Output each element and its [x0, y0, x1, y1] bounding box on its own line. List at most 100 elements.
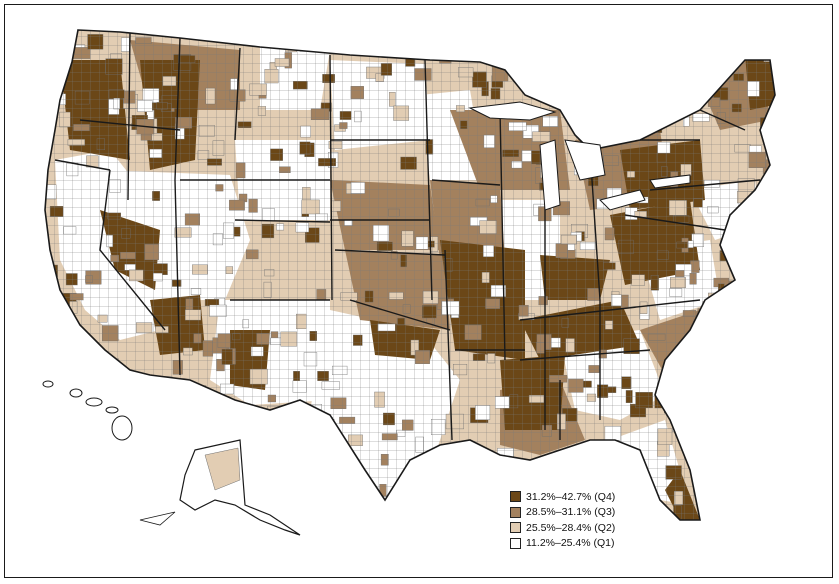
- county-cell: [730, 426, 747, 436]
- county-cell: [695, 359, 706, 373]
- county-cell: [409, 473, 424, 485]
- county-cell: [97, 423, 106, 439]
- county-cell: [717, 499, 732, 508]
- county-cell: [209, 394, 224, 411]
- county-cell: [377, 32, 391, 42]
- county-cell: [299, 40, 318, 52]
- legend-label: 31.2%–42.7% (Q4): [526, 490, 616, 503]
- county-cell: [333, 436, 342, 447]
- county-cell: [759, 334, 769, 344]
- county-cell: [153, 460, 162, 473]
- state-boundary: [499, 109, 506, 361]
- hawaii-inset: [42, 380, 133, 441]
- county-cell: [142, 384, 157, 401]
- county-cell: [100, 358, 119, 368]
- county-cell: [258, 495, 274, 503]
- county-cell: [420, 47, 432, 56]
- state-boundary: [99, 169, 166, 331]
- legend-swatch: [510, 522, 521, 534]
- county-cell: [67, 344, 85, 357]
- legend-label: 25.5%–28.4% (Q2): [526, 521, 616, 534]
- county-cell: [326, 473, 342, 489]
- county-cell: [436, 506, 444, 517]
- county-cell: [412, 498, 421, 508]
- state-boundary: [127, 31, 131, 201]
- county-cell: [287, 485, 299, 501]
- county-cell: [693, 390, 705, 408]
- county-cell: [724, 46, 742, 63]
- state-boundary: [54, 159, 111, 171]
- county-cell: [749, 33, 762, 46]
- county-cell: [637, 57, 653, 66]
- county-cell: [178, 441, 189, 455]
- county-cell: [408, 488, 422, 500]
- county-cell: [755, 302, 766, 318]
- county-cell: [396, 34, 406, 50]
- county-cell: [113, 390, 128, 405]
- county-cell: [735, 423, 747, 431]
- county-cell: [250, 457, 263, 466]
- county-cell: [132, 385, 151, 401]
- county-cell: [297, 483, 305, 491]
- great-lake: [564, 139, 606, 181]
- legend-swatch: [510, 537, 521, 549]
- county-cell: [718, 378, 737, 390]
- state-boundary: [174, 37, 181, 181]
- county-cell: [58, 516, 66, 520]
- state-boundary: [234, 219, 331, 223]
- county-cell: [488, 518, 502, 520]
- county-cell: [525, 66, 533, 79]
- state-boundary: [334, 249, 446, 256]
- county-cell: [78, 405, 92, 415]
- county-cell: [578, 82, 594, 98]
- great-lake: [599, 189, 646, 211]
- county-cell: [768, 239, 775, 252]
- state-boundary: [699, 109, 746, 131]
- great-lake: [468, 101, 557, 121]
- county-cell: [764, 234, 775, 244]
- county-cell: [432, 488, 439, 504]
- county-cell: [712, 296, 731, 310]
- county-cell: [146, 398, 158, 405]
- state-boundary: [649, 179, 761, 191]
- county-cell: [490, 482, 500, 495]
- county-cell: [55, 396, 68, 404]
- county-cell: [157, 376, 173, 390]
- county-cell: [382, 39, 399, 56]
- county-cell: [640, 84, 651, 92]
- county-cell: [75, 365, 95, 375]
- county-cell: [486, 465, 496, 476]
- county-cell: [189, 413, 199, 429]
- county-cell: [416, 518, 427, 520]
- county-cell: [301, 497, 318, 505]
- county-cell: [262, 494, 277, 503]
- county-cell: [92, 514, 100, 520]
- legend-item-q1: 11.2%–25.4% (Q1): [510, 536, 660, 552]
- county-cell: [254, 475, 268, 488]
- county-cell: [750, 421, 768, 430]
- legend-label: 28.5%–31.1% (Q3): [526, 506, 616, 519]
- county-cell: [726, 403, 738, 416]
- county-cell: [767, 253, 775, 266]
- state-boundary: [431, 179, 501, 186]
- county-cell: [443, 464, 453, 476]
- county-cell: [773, 36, 775, 46]
- county-cell: [222, 424, 231, 435]
- county-cell: [212, 436, 222, 444]
- state-boundary: [79, 119, 181, 131]
- county-cell: [681, 433, 693, 448]
- county-cell: [759, 32, 768, 46]
- county-cell: [194, 406, 210, 418]
- county-cell: [706, 422, 714, 434]
- county-cell: [767, 352, 775, 366]
- county-cell: [49, 401, 68, 412]
- great-lake: [649, 174, 691, 189]
- county-cell: [766, 376, 775, 387]
- state-boundary: [624, 214, 726, 231]
- legend-item-q4: 31.2%–42.7% (Q4): [510, 489, 660, 505]
- legend-swatch: [510, 506, 521, 518]
- county-cell: [251, 30, 264, 44]
